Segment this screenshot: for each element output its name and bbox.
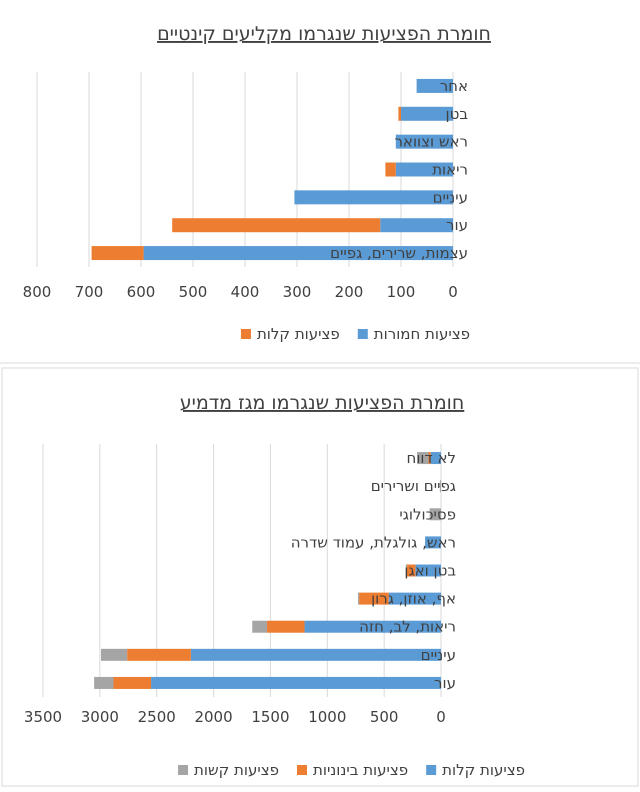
category-label: אף, אוזן, גרון [371,590,456,608]
x-tick-label: 0 [448,283,458,301]
x-tick-label: 600 [127,283,156,301]
x-tick-label: 100 [387,283,416,301]
category-label: בטן ואגן [404,562,456,580]
bar-segment [405,564,407,577]
category-label: ריאות [432,161,468,179]
bar-segment [380,218,453,233]
legend-label: פציעות קלות [442,761,525,779]
bar-segment [294,190,453,205]
x-tick-label: 1000 [308,708,346,726]
chart-2-title: חומרת הפציעות שנגרמו מגז מדמיע [180,392,465,414]
category-label: פסיכולוגי [399,505,456,523]
x-tick-label: 500 [370,708,399,726]
bar-segment [415,564,441,577]
legend-label: פציעות בינוניות [313,761,408,779]
bar-segment [127,648,191,661]
x-tick-label: 2500 [138,708,176,726]
category-label: עצמות, שרירים, גפיים [330,244,468,262]
bar-segment [401,106,453,121]
category-label: גפיים ושרירים [371,477,456,495]
category-label: ריאות, לב, חזה [359,618,456,636]
legend-label: פציעות קלות [257,325,340,343]
bar-segment [388,592,441,605]
bar-segment [395,162,453,177]
x-tick-label: 3500 [24,708,62,726]
chart-1-background [0,0,640,362]
x-tick-label: 3000 [81,708,119,726]
bar-segment [252,620,268,633]
legend-swatch [178,765,189,775]
bar-segment [94,676,114,689]
bar-segment [143,246,453,261]
category-label: לא דווח [407,449,456,467]
x-tick-label: 400 [231,283,260,301]
legend-swatch [297,765,307,775]
chart-2-background [1,367,639,787]
chart-1-title: חומרת הפציעות שנגרמו מקליעים קינטיים [157,23,491,45]
category-label: עיניים [433,188,468,206]
bar-segment [430,452,441,465]
bar-segment [100,648,128,661]
bar-segment [357,592,360,605]
x-tick-label: 700 [75,283,104,301]
bar-segment [267,620,305,633]
category-label: ראש, גולגלת, עמוד שדרה [291,533,456,551]
category-label: אחר [440,77,468,95]
x-tick-label: 500 [179,283,208,301]
bar-segment [359,592,389,605]
bar-segment [91,246,144,261]
category-label: עור [434,674,456,692]
bar-segment [385,162,396,177]
bar-segment [398,106,401,121]
bar-segment [439,480,441,493]
bar-segment [113,676,152,689]
bar-segment [429,508,441,521]
x-tick-label: 200 [335,283,364,301]
legend-swatch [240,329,251,339]
bar-segment [395,134,453,149]
x-tick-label: 800 [23,283,52,301]
bar-segment [416,78,453,93]
category-label: ראש וצוואר [394,133,468,151]
category-label: בטן [446,105,469,123]
legend-label: פציעות קשות [194,761,279,779]
x-tick-label: 0 [436,708,446,726]
bar-segment [406,564,416,577]
x-tick-label: 300 [283,283,312,301]
chart-2-legend: פציעות קלות פציעות בינוניות פציעות קשות [178,761,525,779]
legend-label: פציעות חמורות [374,325,470,343]
bar-segment [417,452,429,465]
category-label: עיניים [421,646,456,664]
bar-segment [151,676,441,689]
x-tick-label: 1500 [251,708,289,726]
bar-segment [425,536,441,549]
bar-segment [304,620,441,633]
bar-segment [190,648,441,661]
chart-2-plot: 0 500 1000 1500 2000 2500 3000 3500 לא דווח גפיים… [24,444,456,726]
legend-swatch [357,329,368,339]
chart-1-legend: פציעות חמורות פציעות קלות [240,325,470,343]
bar-segment [428,452,431,465]
bar-segment [172,218,381,233]
legend-swatch [426,765,437,775]
chart-1-plot: 0 100 200 300 400 500 600 700 800 אחר בטן ראש וצווא… [23,72,469,301]
x-tick-label: 2000 [194,708,232,726]
category-label: עור [446,216,468,234]
